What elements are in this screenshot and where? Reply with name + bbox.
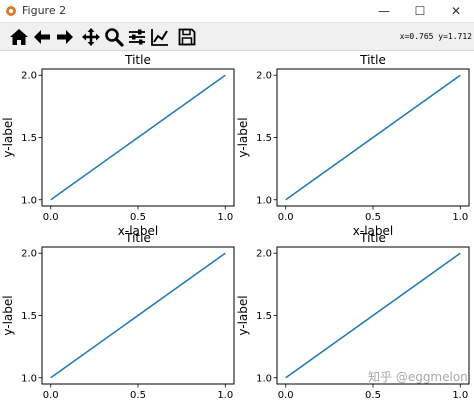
- cursor-coordinates: x=0.765 y=1.712: [399, 32, 472, 41]
- y-tick-label: 1.0: [256, 373, 272, 384]
- forward-icon: [57, 30, 73, 44]
- watermark: 知乎 @eggmelon: [368, 370, 468, 384]
- edit-curves-icon: [151, 29, 168, 46]
- y-tick-label: 2.0: [21, 71, 37, 82]
- back-button[interactable]: [31, 26, 53, 48]
- subplot-1: 0.0 0.5 1.0 1.0 1.5 2.0 Title x-label y-label: [1, 53, 235, 238]
- window-title: Figure 2: [22, 4, 67, 17]
- y-axis-label: y-label: [236, 117, 250, 157]
- x-tick-label: 0.0: [278, 390, 294, 401]
- subplot-title: Title: [124, 231, 151, 245]
- series-line: [50, 252, 226, 379]
- forward-button[interactable]: [54, 26, 76, 48]
- subplot-title: Title: [359, 53, 386, 67]
- x-tick-label: 0.5: [130, 212, 146, 223]
- x-tick-label: 0.0: [43, 390, 59, 401]
- y-tick-label: 2.0: [256, 249, 272, 260]
- y-tick-label: 1.5: [256, 133, 272, 144]
- x-tick-label: 0.0: [278, 212, 294, 223]
- x-tick-label: 1.0: [217, 212, 233, 223]
- edit-curves-button[interactable]: [149, 26, 171, 48]
- x-tick-label: 0.5: [130, 390, 146, 401]
- pan-icon: [82, 28, 100, 46]
- x-tick-label: 0.5: [365, 212, 381, 223]
- y-tick-label: 1.0: [21, 373, 37, 384]
- maximize-button[interactable]: ☐: [414, 4, 426, 18]
- y-axis-label: y-label: [236, 295, 250, 335]
- y-tick-label: 1.0: [21, 195, 37, 206]
- y-tick-label: 1.5: [256, 311, 272, 322]
- y-tick-label: 2.0: [256, 71, 272, 82]
- x-tick-label: 0.0: [43, 212, 59, 223]
- back-icon: [34, 30, 50, 44]
- window-titlebar: Figure 2 — ☐ ✕: [0, 0, 474, 23]
- x-tick-label: 1.0: [217, 390, 233, 401]
- x-axis-label: x-label: [353, 224, 393, 238]
- y-axis-label: y-label: [1, 117, 15, 157]
- subplots-config-icon: [129, 29, 145, 45]
- save-button[interactable]: [176, 26, 198, 48]
- series-line: [50, 74, 226, 201]
- y-axis-label: y-label: [1, 295, 15, 335]
- home-button[interactable]: [8, 26, 30, 48]
- y-tick-label: 1.5: [21, 133, 37, 144]
- home-icon: [10, 29, 28, 45]
- series-line: [285, 74, 461, 201]
- series-line: [285, 252, 461, 379]
- minimize-button[interactable]: —: [378, 4, 390, 18]
- close-button[interactable]: ✕: [450, 4, 462, 18]
- subplots-config-button[interactable]: [126, 26, 148, 48]
- y-tick-label: 2.0: [21, 249, 37, 260]
- x-tick-label: 1.0: [452, 212, 468, 223]
- navigation-toolbar: x=0.765 y=1.712: [0, 23, 474, 51]
- subplot-title: Title: [359, 231, 386, 245]
- y-tick-label: 1.5: [21, 311, 37, 322]
- subplot-title: Title: [124, 53, 151, 67]
- y-tick-label: 1.0: [256, 195, 272, 206]
- x-tick-label: 1.0: [452, 390, 468, 401]
- subplot-2: 0.0 0.5 1.0 1.0 1.5 2.0 Title x-label y-label: [236, 53, 470, 238]
- zoom-icon: [105, 28, 124, 47]
- app-icon: [6, 6, 16, 16]
- zoom-button[interactable]: [103, 26, 125, 48]
- x-tick-label: 0.5: [365, 390, 381, 401]
- figure-canvas[interactable]: 0.0 0.5 1.01.01.52.0Titlex-labely-label0.0…: [0, 51, 474, 403]
- pan-button[interactable]: [80, 26, 102, 48]
- save-icon: [178, 28, 196, 46]
- x-axis-label: x-label: [118, 224, 158, 238]
